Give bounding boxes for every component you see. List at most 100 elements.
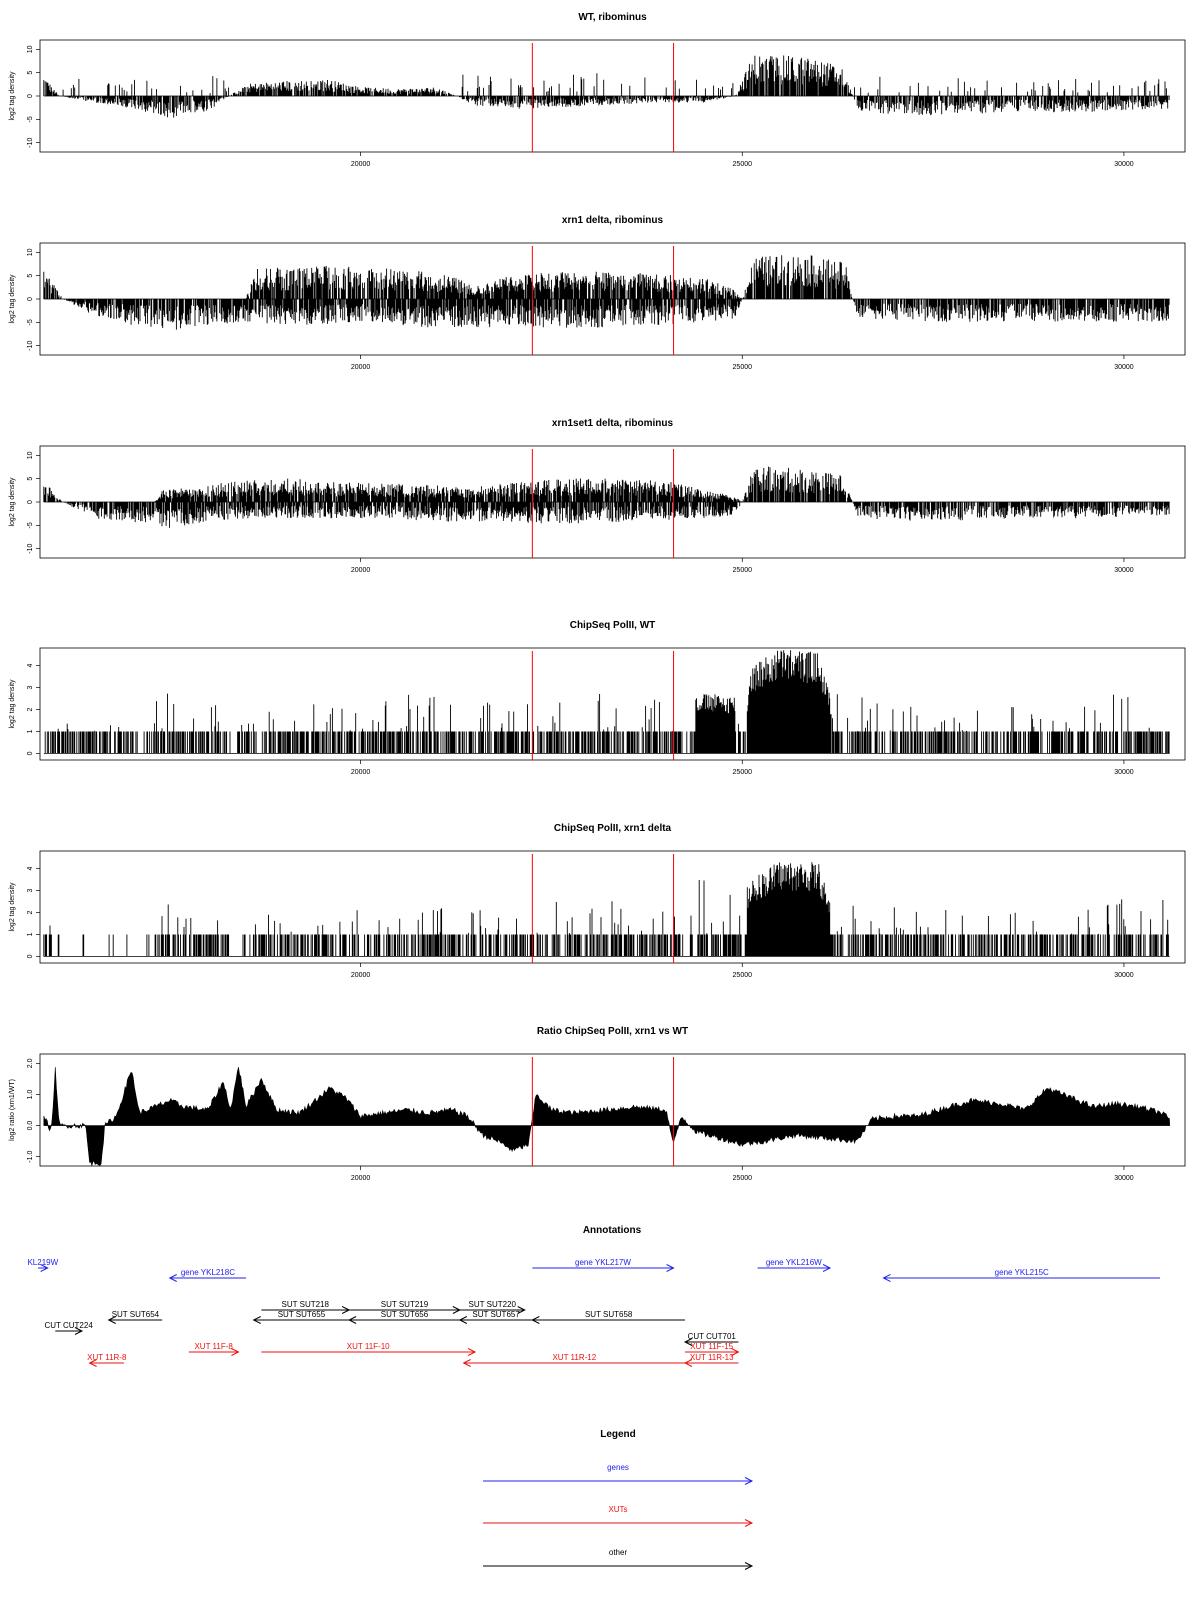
legend-label: other xyxy=(609,1548,628,1557)
y-tick-label: 3 xyxy=(27,888,34,892)
ratio-area xyxy=(43,1067,1171,1167)
negative-strand-bars xyxy=(63,502,1170,528)
annotation-arrow xyxy=(532,1264,675,1272)
annotation-xut: XUT 11R-12 xyxy=(462,1353,686,1367)
legend-item-xut: XUTs xyxy=(483,1505,754,1527)
x-tick-label: 25000 xyxy=(733,769,753,776)
annotation-other: CUT CUT224 xyxy=(44,1321,93,1335)
annotation-other: SUT SUT658 xyxy=(531,1310,686,1324)
annotation-arrow xyxy=(38,1264,49,1272)
arrow-head xyxy=(107,1316,116,1324)
arrow-head xyxy=(40,1264,49,1272)
data-marks xyxy=(43,1067,1171,1167)
positive-strand-bars xyxy=(43,255,853,299)
x-tick-label: 30000 xyxy=(1114,972,1134,979)
arrow-head xyxy=(531,1316,540,1324)
legend-label: XUTs xyxy=(608,1505,627,1514)
arrow-head xyxy=(822,1264,832,1272)
annotation-label: XUT 11R-12 xyxy=(552,1353,596,1362)
y-tick-label: 0.0 xyxy=(27,1121,34,1131)
y-tick-label: -5 xyxy=(27,522,34,528)
annotation-label: KL219W xyxy=(27,1258,58,1267)
panel-2: xrn1 delta, ribominus -10 -5 0 5 10 log2 tag d… xyxy=(9,215,1186,371)
panel-4: ChipSeq PolII, WT 0 1 2 3 4 log2 tag density 20… xyxy=(9,620,1186,776)
annotation-label: SUT SUT658 xyxy=(585,1310,633,1319)
y-tick-label: 5 xyxy=(27,477,34,481)
data-marks xyxy=(43,862,1170,957)
annotation-other: SUT SUT654 xyxy=(107,1310,163,1324)
y-tick-label: 0 xyxy=(27,954,34,958)
y-tick-label: 10 xyxy=(27,451,34,459)
arrow-head xyxy=(348,1316,357,1324)
arrow-head xyxy=(744,1477,754,1485)
x-tick-label: 20000 xyxy=(351,1175,371,1182)
annotation-arrow xyxy=(462,1359,686,1367)
positive-strand-bars xyxy=(43,466,853,502)
y-tick-label: 2 xyxy=(27,910,34,914)
annotation-label: gene YKL215C xyxy=(995,1268,1049,1277)
annotation-arrow xyxy=(348,1316,460,1324)
plot-frame xyxy=(39,850,1186,964)
panel-title: WT, ribominus xyxy=(578,12,647,23)
data-marks xyxy=(43,466,1170,528)
annotations-panel: Annotations KL219W gene YKL218C gene YKL217… xyxy=(27,1225,1160,1367)
arrow-head xyxy=(744,1562,754,1570)
annotation-label: gene YKL217W xyxy=(575,1258,631,1267)
annotation-arrow xyxy=(683,1338,739,1346)
annotation-xut: XUT 11R-13 xyxy=(683,1353,739,1367)
arrow-head xyxy=(462,1359,471,1367)
negative-strand-bars xyxy=(63,299,1170,330)
panel-title: xrn1 delta, ribominus xyxy=(562,215,664,226)
plot-frame xyxy=(39,1053,1186,1167)
x-tick-label: 30000 xyxy=(1114,364,1134,371)
arrow-head xyxy=(458,1316,468,1324)
data-marks xyxy=(43,55,1170,118)
annotation-arrow xyxy=(531,1316,686,1324)
legend-arrow xyxy=(483,1562,754,1570)
legend-label: genes xyxy=(607,1463,629,1472)
annotation-label: XUT 11F-10 xyxy=(347,1342,390,1351)
y-axis-label: log2 tag density xyxy=(9,882,16,932)
positive-strand-bars xyxy=(44,650,1170,754)
annotation-arrow xyxy=(261,1348,477,1356)
annotations-title: Annotations xyxy=(583,1225,642,1236)
y-tick-label: -10 xyxy=(27,341,34,351)
arrow-head xyxy=(74,1327,84,1335)
arrow-head xyxy=(744,1519,754,1527)
y-tick-label: 0 xyxy=(27,500,34,504)
negative-strand-bars xyxy=(59,96,1170,118)
data-marks xyxy=(43,650,1170,754)
x-tick-label: 25000 xyxy=(733,972,753,979)
positive-strand-bars xyxy=(43,55,1167,96)
arrow-head xyxy=(683,1359,693,1367)
annotation-label: gene YKL218C xyxy=(181,1268,235,1277)
legend-panel: Legend genes XUTs other xyxy=(483,1429,754,1570)
annotation-xut: XUT 11R-8 xyxy=(87,1353,127,1367)
annotation-arrow xyxy=(683,1359,739,1367)
arrow-head xyxy=(517,1306,526,1314)
annotation-other: SUT SUT219 xyxy=(349,1300,461,1314)
positive-strand-bars xyxy=(43,862,1169,957)
annotation-arrow xyxy=(882,1274,1160,1282)
annotation-other: SUT SUT655 xyxy=(252,1310,350,1324)
y-tick-label: 0 xyxy=(27,94,34,98)
annotation-label: XUT 11F-15 xyxy=(690,1342,733,1351)
annotation-label: SUT SUT656 xyxy=(381,1310,429,1319)
annotation-xut: XUT 11F-15 xyxy=(685,1342,740,1356)
arrow-head xyxy=(731,1348,740,1356)
x-tick-label: 25000 xyxy=(733,567,753,574)
y-tick-label: 10 xyxy=(27,248,34,256)
annotation-arrow xyxy=(168,1274,247,1282)
y-tick-label: 3 xyxy=(27,685,34,689)
annotation-other: SUT SUT657 xyxy=(458,1310,533,1324)
x-tick-label: 30000 xyxy=(1114,769,1134,776)
x-tick-label: 30000 xyxy=(1114,161,1134,168)
annotation-arrow xyxy=(757,1264,832,1272)
y-tick-label: 5 xyxy=(27,274,34,278)
annotation-label: CUT CUT701 xyxy=(688,1332,737,1341)
data-marks xyxy=(43,255,1170,330)
x-tick-label: 20000 xyxy=(351,972,371,979)
y-axis-label: log2 tag density xyxy=(9,679,16,729)
arrow-head xyxy=(882,1274,891,1282)
annotation-arrow xyxy=(458,1316,533,1324)
